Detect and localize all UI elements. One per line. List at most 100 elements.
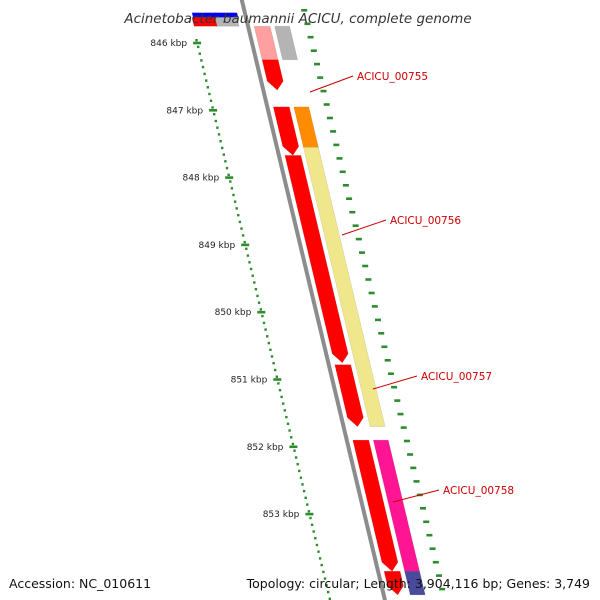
scale-dot — [211, 106, 214, 109]
scale-minor-dash — [326, 116, 333, 120]
scale-dot — [269, 348, 272, 351]
scale-minor-dash — [368, 291, 375, 295]
scale-minor-dash — [375, 318, 381, 322]
scale-dot — [312, 530, 315, 533]
scale-minor-dash — [413, 480, 420, 483]
scale-minor-dash — [394, 399, 401, 402]
scale-dot — [243, 240, 246, 244]
scale-dot — [238, 220, 242, 224]
scale-dot — [246, 254, 250, 257]
scale-dot — [323, 577, 327, 580]
scale-dot — [291, 442, 295, 446]
scale-dot — [322, 570, 325, 574]
scale-minor-dash — [381, 345, 388, 349]
gene-label-leader-line — [309, 75, 354, 93]
scale-minor-dash — [323, 103, 330, 106]
scale-dot — [328, 597, 331, 600]
scale-dot — [237, 214, 240, 217]
gene-feature-acicu-00756[interactable] — [303, 147, 386, 427]
scale-major-tick — [209, 109, 218, 112]
scale-dot — [274, 368, 277, 372]
scale-dot — [290, 436, 293, 439]
scale-dot — [296, 463, 299, 466]
scale-dot — [261, 314, 264, 318]
scale-dot — [294, 456, 298, 459]
scale-dot — [298, 469, 301, 473]
gene-feature-track-c-9[interactable] — [284, 155, 349, 364]
scale-minor-dash — [352, 224, 359, 227]
scale-dot — [282, 402, 285, 405]
scale-dot — [256, 294, 259, 298]
scale-dot — [240, 227, 243, 230]
scale-dot — [224, 160, 227, 163]
scale-minor-dash — [410, 466, 417, 470]
scale-minor-dash — [349, 210, 356, 214]
scale-minor-dash — [387, 372, 394, 375]
gene-label-acicu-00758[interactable]: ACICU_00758 — [443, 485, 514, 497]
gene-feature-acicu-00757[interactable] — [334, 364, 364, 428]
scale-dot — [293, 449, 296, 452]
gene-feature-track-c-14[interactable] — [383, 570, 404, 596]
scale-minor-dash — [384, 359, 391, 362]
scale-minor-dash — [304, 22, 311, 26]
gene-feature-track-b-2[interactable] — [214, 12, 239, 18]
scale-dot — [219, 140, 222, 143]
scale-dot — [205, 79, 208, 82]
gene-label-leader-line — [341, 219, 387, 236]
scale-label-852-kbp: 852 kbp — [247, 443, 284, 453]
scale-minor-dash — [439, 587, 446, 591]
scale-major-tick — [289, 445, 298, 449]
scale-minor-dash — [397, 412, 404, 416]
scale-label-846-kbp: 846 kbp — [150, 39, 187, 49]
scale-dot — [203, 72, 206, 76]
scale-dot — [278, 389, 282, 392]
genes-layer — [191, 12, 426, 596]
gene-feature-track-c-12[interactable] — [352, 439, 399, 572]
scale-dot — [209, 99, 213, 102]
scale-dot — [272, 362, 275, 365]
genome-backbone-line — [239, 0, 387, 600]
scale-major-tick — [241, 243, 250, 247]
gene-feature-track-d-5[interactable] — [274, 25, 298, 61]
scale-dot — [302, 489, 306, 493]
gene-label-leader-line — [372, 375, 418, 390]
gene-labels-layer: ACICU_00755 ACICU_00756 ACICU_00757 ACICU_0… — [309, 71, 514, 503]
scale-dot — [327, 590, 330, 594]
scale-minor-dash — [365, 278, 372, 281]
scale-minor-dash — [391, 385, 398, 389]
backbone-layer — [239, 0, 387, 600]
scale-dot — [264, 328, 267, 331]
scale-dot — [307, 510, 311, 513]
scale-minor-dash — [301, 9, 308, 12]
gene-label-acicu-00757[interactable]: ACICU_00757 — [421, 371, 492, 383]
scale-label-850-kbp: 850 kbp — [215, 308, 252, 318]
scale-minor-dash — [307, 35, 314, 39]
gene-feature-track-c-6[interactable] — [261, 59, 284, 91]
scale-minor-dash — [403, 439, 410, 443]
scale-dot — [208, 92, 211, 96]
scale-ticks-layer: 846 kbp 847 kbp 848 kbp 849 kbp 850 kbp 851 k… — [150, 9, 446, 600]
scale-major-tick — [193, 41, 202, 45]
scale-dot — [314, 537, 317, 540]
gene-label-acicu-00755[interactable]: ACICU_00755 — [357, 71, 428, 83]
map-title: Acinetobacter baumannii ACICU, complete … — [123, 11, 471, 27]
scale-minor-dash — [429, 547, 436, 550]
scale-dot — [304, 496, 307, 499]
gene-feature-track-d-15[interactable] — [404, 570, 426, 596]
gene-feature-track-b-3[interactable] — [214, 17, 240, 27]
accession-text: Accession: NC_010611 — [9, 576, 152, 591]
scale-minor-dash — [432, 560, 439, 564]
scale-dot — [317, 550, 320, 553]
scale-minor-dash — [378, 332, 385, 335]
scale-dot — [217, 133, 221, 136]
scale-dot — [221, 146, 224, 150]
scale-dot — [197, 45, 200, 49]
scale-dot — [318, 557, 322, 560]
scale-dot — [257, 301, 261, 304]
gene-feature-track-c-7[interactable] — [272, 106, 300, 156]
scale-dot — [277, 382, 280, 385]
scale-dot — [198, 52, 201, 55]
gene-label-acicu-00756[interactable]: ACICU_00756 — [390, 215, 461, 227]
gene-feature-track-c-4[interactable] — [253, 25, 279, 61]
scale-dot — [280, 395, 283, 399]
